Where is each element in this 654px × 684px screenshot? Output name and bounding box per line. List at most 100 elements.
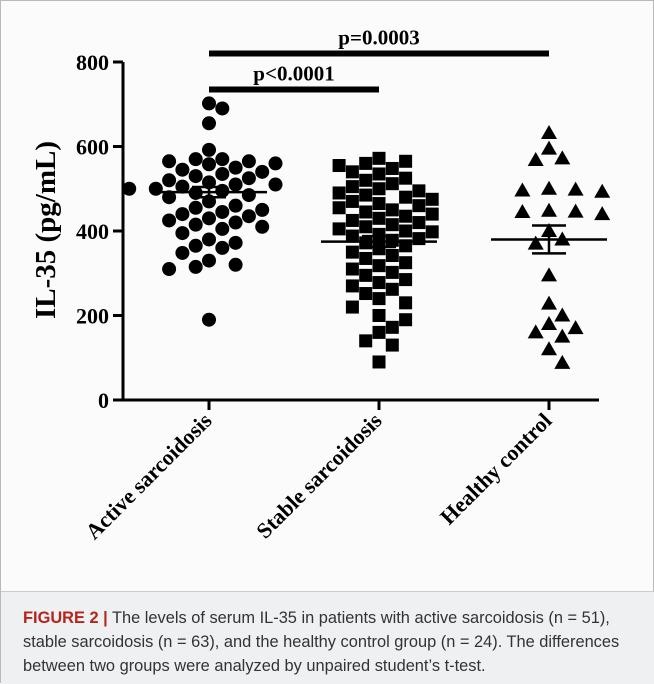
data-point <box>425 207 439 221</box>
data-point <box>372 325 386 339</box>
data-point <box>372 242 386 256</box>
data-point <box>527 152 544 167</box>
data-point <box>175 162 190 177</box>
p-value-label: p<0.0001 <box>253 61 334 85</box>
data-point <box>527 235 544 250</box>
data-point <box>359 220 373 234</box>
data-point <box>215 240 230 255</box>
data-point <box>385 282 399 296</box>
data-point <box>372 197 386 211</box>
data-point <box>175 179 190 194</box>
data-point <box>372 292 386 306</box>
data-point <box>399 171 413 185</box>
data-point <box>255 202 270 217</box>
data-point <box>372 259 386 273</box>
data-point <box>359 156 373 170</box>
data-point <box>372 182 386 196</box>
data-point <box>554 354 571 369</box>
data-point <box>345 229 359 243</box>
data-point <box>215 166 230 181</box>
data-point <box>554 150 571 165</box>
data-point <box>359 334 373 348</box>
data-point <box>359 173 373 187</box>
data-point <box>385 265 399 279</box>
data-point <box>385 177 399 191</box>
data-point <box>554 328 571 343</box>
data-point <box>202 232 216 247</box>
data-point <box>255 219 270 234</box>
scatter-chart: 0 200 400 600 800 Active sarcoidosis Stable sa… <box>30 26 611 544</box>
data-point <box>332 186 346 200</box>
data-point <box>385 338 399 352</box>
data-point <box>202 312 216 327</box>
y-tick-label: 800 <box>76 50 109 75</box>
data-point <box>332 159 346 173</box>
data-point <box>162 213 177 228</box>
data-point <box>567 320 584 335</box>
data-point <box>202 211 216 226</box>
data-point <box>399 273 413 287</box>
data-point <box>345 279 359 293</box>
data-point <box>541 140 557 155</box>
data-point <box>399 296 413 310</box>
data-point <box>228 215 243 230</box>
data-point <box>228 198 243 213</box>
y-axis-label: IL-35 (pg/mL) <box>30 141 62 319</box>
data-point <box>594 183 611 198</box>
data-point <box>215 152 230 167</box>
caption-label: FIGURE 2 | <box>23 609 108 627</box>
data-point <box>202 253 216 268</box>
data-point <box>359 188 373 202</box>
data-point <box>372 151 386 165</box>
data-point <box>188 200 203 215</box>
category-label: Stable sarcoidosis <box>251 408 387 544</box>
y-tick-label: 400 <box>76 219 109 244</box>
data-point <box>122 181 137 196</box>
data-point <box>541 124 557 139</box>
data-point <box>345 300 359 314</box>
data-point <box>202 116 216 131</box>
data-point <box>202 142 216 157</box>
data-point <box>541 180 557 195</box>
data-point <box>412 184 426 198</box>
data-point <box>412 199 426 213</box>
caption-text: The levels of serum IL-35 in patients wi… <box>23 609 620 675</box>
data-point <box>241 154 256 169</box>
data-point <box>541 267 557 282</box>
data-point <box>215 221 230 236</box>
data-point <box>162 262 177 277</box>
data-point <box>241 188 256 203</box>
data-point <box>162 190 177 205</box>
data-point <box>241 209 256 224</box>
data-point <box>425 192 439 206</box>
data-point <box>514 182 531 197</box>
data-point <box>268 177 283 192</box>
data-point <box>372 167 386 181</box>
figure-caption: FIGURE 2 | The levels of serum IL-35 in … <box>1 591 654 684</box>
y-tick-label: 200 <box>76 304 109 329</box>
data-point <box>567 203 584 218</box>
data-point <box>215 101 230 116</box>
data-point <box>148 181 163 196</box>
data-point <box>359 268 373 282</box>
data-point <box>399 209 413 223</box>
data-point <box>215 204 230 219</box>
data-point <box>399 154 413 168</box>
data-point <box>175 207 190 222</box>
data-point <box>399 313 413 327</box>
data-point <box>372 309 386 322</box>
y-tick-label: 600 <box>76 135 109 160</box>
data-point <box>359 287 373 301</box>
data-point <box>541 202 557 217</box>
data-point <box>594 206 611 221</box>
data-point <box>332 201 346 215</box>
data-point <box>332 222 346 236</box>
data-point <box>412 216 426 230</box>
p-value-label: p=0.0003 <box>338 26 419 50</box>
data-point <box>175 226 190 241</box>
data-point <box>372 355 386 369</box>
data-point <box>385 320 399 334</box>
data-point <box>385 203 399 217</box>
data-point <box>359 205 373 219</box>
data-point <box>228 235 243 250</box>
